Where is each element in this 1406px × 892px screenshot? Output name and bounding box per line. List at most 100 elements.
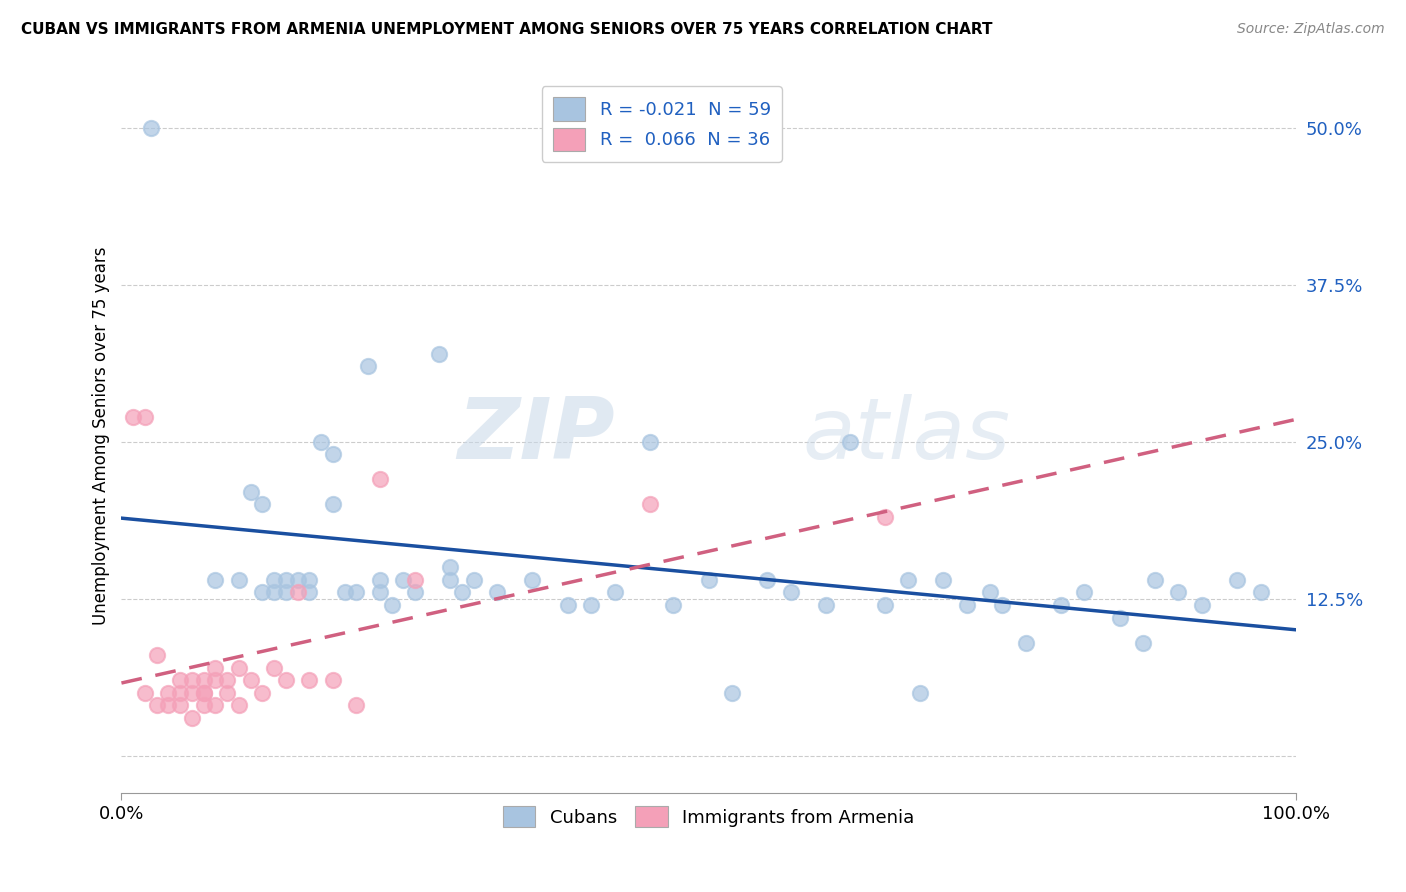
Point bbox=[134, 409, 156, 424]
Point bbox=[380, 598, 402, 612]
Point bbox=[287, 573, 309, 587]
Point bbox=[1143, 573, 1166, 587]
Point bbox=[522, 573, 544, 587]
Point bbox=[217, 673, 239, 688]
Point bbox=[1191, 598, 1213, 612]
Point bbox=[404, 573, 426, 587]
Point bbox=[180, 673, 202, 688]
Point bbox=[579, 598, 602, 612]
Point bbox=[815, 598, 838, 612]
Point bbox=[333, 585, 356, 599]
Point bbox=[897, 573, 920, 587]
Point bbox=[169, 698, 191, 713]
Point bbox=[169, 673, 191, 688]
Point bbox=[1073, 585, 1095, 599]
Point bbox=[486, 585, 509, 599]
Point bbox=[368, 585, 391, 599]
Point bbox=[193, 673, 215, 688]
Point bbox=[557, 598, 579, 612]
Point bbox=[1226, 573, 1249, 587]
Point bbox=[697, 573, 720, 587]
Point bbox=[180, 711, 202, 725]
Text: CUBAN VS IMMIGRANTS FROM ARMENIA UNEMPLOYMENT AMONG SENIORS OVER 75 YEARS CORREL: CUBAN VS IMMIGRANTS FROM ARMENIA UNEMPLO… bbox=[21, 22, 993, 37]
Point bbox=[779, 585, 801, 599]
Point bbox=[252, 585, 274, 599]
Point bbox=[274, 673, 297, 688]
Point bbox=[662, 598, 685, 612]
Point bbox=[204, 661, 226, 675]
Point bbox=[298, 585, 321, 599]
Point bbox=[228, 698, 250, 713]
Point bbox=[228, 573, 250, 587]
Point bbox=[638, 434, 661, 449]
Point bbox=[357, 359, 380, 374]
Point bbox=[139, 120, 162, 135]
Point bbox=[193, 698, 215, 713]
Point bbox=[322, 673, 344, 688]
Point bbox=[1250, 585, 1272, 599]
Point bbox=[309, 434, 332, 449]
Point bbox=[721, 686, 744, 700]
Point bbox=[274, 585, 297, 599]
Point bbox=[368, 573, 391, 587]
Point bbox=[991, 598, 1014, 612]
Point bbox=[287, 585, 309, 599]
Point bbox=[427, 347, 450, 361]
Point bbox=[873, 510, 896, 524]
Point bbox=[263, 573, 285, 587]
Point bbox=[368, 472, 391, 486]
Point bbox=[252, 686, 274, 700]
Point bbox=[1167, 585, 1189, 599]
Point bbox=[873, 598, 896, 612]
Point bbox=[638, 498, 661, 512]
Legend: Cubans, Immigrants from Armenia: Cubans, Immigrants from Armenia bbox=[496, 799, 921, 834]
Point bbox=[180, 686, 202, 700]
Point bbox=[145, 648, 167, 663]
Point bbox=[134, 686, 156, 700]
Point bbox=[979, 585, 1001, 599]
Point bbox=[169, 686, 191, 700]
Point bbox=[322, 447, 344, 461]
Point bbox=[908, 686, 931, 700]
Point bbox=[193, 686, 215, 700]
Point bbox=[322, 498, 344, 512]
Point bbox=[204, 698, 226, 713]
Point bbox=[956, 598, 979, 612]
Point bbox=[756, 573, 779, 587]
Point bbox=[263, 585, 285, 599]
Text: ZIP: ZIP bbox=[457, 394, 614, 477]
Point bbox=[298, 573, 321, 587]
Point bbox=[298, 673, 321, 688]
Point bbox=[157, 698, 180, 713]
Point bbox=[451, 585, 474, 599]
Y-axis label: Unemployment Among Seniors over 75 years: Unemployment Among Seniors over 75 years bbox=[93, 246, 110, 624]
Point bbox=[344, 698, 367, 713]
Point bbox=[603, 585, 626, 599]
Point bbox=[122, 409, 145, 424]
Point bbox=[239, 484, 262, 499]
Point bbox=[217, 686, 239, 700]
Text: Source: ZipAtlas.com: Source: ZipAtlas.com bbox=[1237, 22, 1385, 37]
Point bbox=[463, 573, 485, 587]
Point bbox=[228, 661, 250, 675]
Point bbox=[404, 585, 426, 599]
Point bbox=[239, 673, 262, 688]
Point bbox=[1050, 598, 1073, 612]
Point bbox=[932, 573, 955, 587]
Point bbox=[145, 698, 167, 713]
Text: atlas: atlas bbox=[803, 394, 1011, 477]
Point bbox=[263, 661, 285, 675]
Point bbox=[1015, 635, 1038, 649]
Point bbox=[838, 434, 860, 449]
Point bbox=[1108, 610, 1130, 624]
Point bbox=[1132, 635, 1154, 649]
Point bbox=[252, 498, 274, 512]
Point bbox=[204, 573, 226, 587]
Point bbox=[439, 560, 461, 574]
Point bbox=[157, 686, 180, 700]
Point bbox=[204, 673, 226, 688]
Point bbox=[193, 686, 215, 700]
Point bbox=[392, 573, 415, 587]
Point bbox=[439, 573, 461, 587]
Point bbox=[344, 585, 367, 599]
